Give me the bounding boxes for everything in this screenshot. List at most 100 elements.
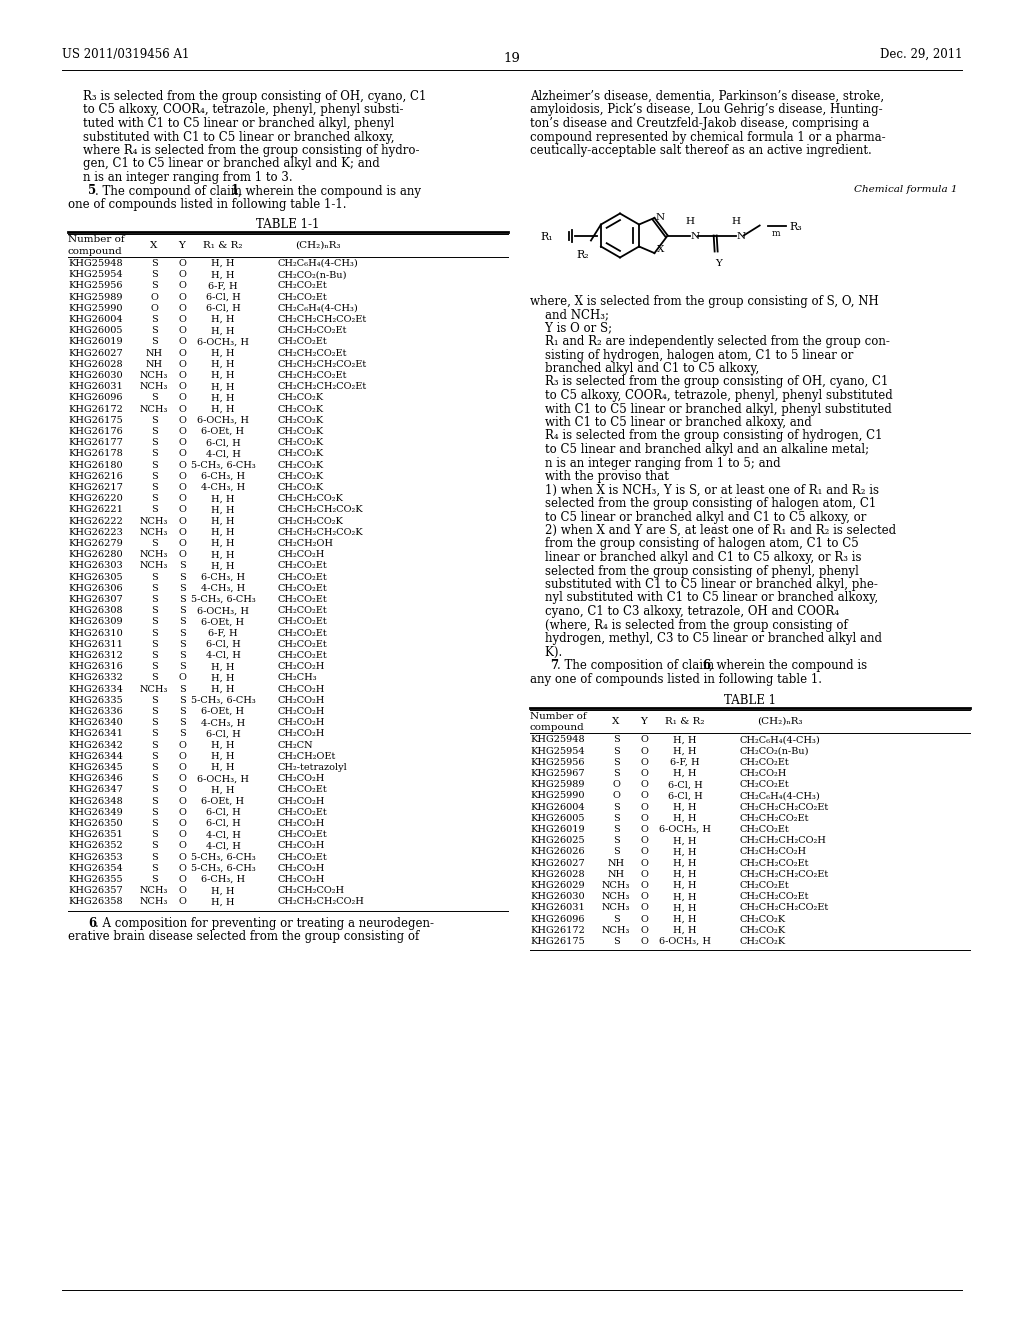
Text: S: S	[151, 775, 158, 783]
Text: where R₄ is selected from the group consisting of hydro-: where R₄ is selected from the group cons…	[68, 144, 420, 157]
Text: O: O	[640, 747, 648, 755]
Text: N: N	[655, 213, 665, 222]
Text: NCH₃: NCH₃	[602, 882, 630, 890]
Text: H, H: H, H	[673, 735, 696, 744]
Text: S: S	[612, 758, 620, 767]
Text: H, H: H, H	[211, 741, 234, 750]
Text: NCH₃: NCH₃	[140, 550, 168, 560]
Text: S: S	[612, 747, 620, 755]
Text: 6-Cl, H: 6-Cl, H	[206, 730, 241, 738]
Text: US 2011/0319456 A1: US 2011/0319456 A1	[62, 48, 189, 61]
Text: O: O	[178, 494, 186, 503]
Text: CH₂CH₂CO₂H: CH₂CH₂CO₂H	[278, 886, 345, 895]
Text: KHG26172: KHG26172	[68, 405, 123, 413]
Text: R₁ & R₂: R₁ & R₂	[203, 240, 243, 249]
Text: CH₂C₆H₄(4-CH₃): CH₂C₆H₄(4-CH₃)	[740, 735, 821, 744]
Text: O: O	[640, 792, 648, 800]
Text: O: O	[178, 360, 186, 368]
Text: S: S	[151, 338, 158, 346]
Text: KHG26336: KHG26336	[68, 708, 123, 715]
Text: 6-Cl, H: 6-Cl, H	[668, 780, 702, 789]
Text: 6-OCH₃, H: 6-OCH₃, H	[197, 416, 249, 425]
Text: 4-CH₃, H: 4-CH₃, H	[201, 583, 245, 593]
Text: CH₂CO₂H: CH₂CO₂H	[278, 818, 326, 828]
Text: S: S	[151, 730, 158, 738]
Text: n is an integer ranging from 1 to 3.: n is an integer ranging from 1 to 3.	[68, 172, 293, 183]
Text: N: N	[690, 232, 699, 242]
Text: linear or branched alkyl and C1 to C5 alkoxy, or R₃ is: linear or branched alkyl and C1 to C5 al…	[530, 550, 861, 564]
Text: CH₂C₆H₄(4-CH₃): CH₂C₆H₄(4-CH₃)	[278, 259, 358, 268]
Text: O: O	[178, 438, 186, 447]
Text: S: S	[612, 837, 620, 845]
Text: to C5 linear and branched alkyl and an alkaline metal;: to C5 linear and branched alkyl and an a…	[530, 444, 869, 455]
Text: Y: Y	[716, 259, 723, 268]
Text: 6-F, H: 6-F, H	[208, 281, 238, 290]
Text: CH₂CN: CH₂CN	[278, 741, 313, 750]
Text: O: O	[640, 837, 648, 845]
Text: 4-CH₃, H: 4-CH₃, H	[201, 483, 245, 492]
Text: KHG26005: KHG26005	[530, 814, 585, 822]
Text: CH₂CO₂H: CH₂CO₂H	[278, 863, 326, 873]
Text: S: S	[151, 863, 158, 873]
Text: KHG26028: KHG26028	[530, 870, 585, 879]
Text: 6-Cl, H: 6-Cl, H	[206, 438, 241, 447]
Text: compound represented by chemical formula 1 or a pharma-: compound represented by chemical formula…	[530, 131, 886, 144]
Text: O: O	[151, 293, 158, 301]
Text: S: S	[151, 752, 158, 760]
Text: 6-OCH₃, H: 6-OCH₃, H	[197, 606, 249, 615]
Text: NCH₃: NCH₃	[140, 405, 168, 413]
Text: KHG26279: KHG26279	[68, 539, 123, 548]
Text: H, H: H, H	[211, 663, 234, 671]
Text: O: O	[178, 259, 186, 268]
Text: O: O	[178, 898, 186, 907]
Text: CH₂CH₂CO₂K: CH₂CH₂CO₂K	[278, 516, 344, 525]
Text: CH₂CO₂H: CH₂CO₂H	[278, 796, 326, 805]
Text: CH₂CO₂H: CH₂CO₂H	[278, 708, 326, 715]
Text: ton’s disease and Creutzfeld-Jakob disease, comprising a: ton’s disease and Creutzfeld-Jakob disea…	[530, 117, 869, 129]
Text: R₃ is selected from the group consisting of OH, cyano, C1: R₃ is selected from the group consisting…	[530, 375, 889, 388]
Text: X: X	[612, 717, 620, 726]
Text: 7: 7	[550, 659, 558, 672]
Text: CH₂CH₂OH: CH₂CH₂OH	[278, 539, 334, 548]
Text: H, H: H, H	[211, 494, 234, 503]
Text: H, H: H, H	[211, 371, 234, 380]
Text: 4-Cl, H: 4-Cl, H	[206, 830, 241, 840]
Text: one of compounds listed in following table 1-1.: one of compounds listed in following tab…	[68, 198, 346, 211]
Text: R₃ is selected from the group consisting of OH, cyano, C1: R₃ is selected from the group consisting…	[68, 90, 426, 103]
Text: CH₂CH₂CO₂K: CH₂CH₂CO₂K	[278, 494, 344, 503]
Text: CH₂CO₂K: CH₂CO₂K	[278, 461, 325, 470]
Text: O: O	[178, 785, 186, 795]
Text: (where, R₄ is selected from the group consisting of: (where, R₄ is selected from the group co…	[530, 619, 848, 631]
Text: O: O	[178, 818, 186, 828]
Text: KHG26334: KHG26334	[68, 685, 123, 693]
Text: Number of: Number of	[530, 711, 587, 721]
Text: NCH₃: NCH₃	[140, 886, 168, 895]
Text: CH₂CO₂Et: CH₂CO₂Et	[740, 825, 790, 834]
Text: KHG26357: KHG26357	[68, 886, 123, 895]
Text: O: O	[640, 925, 648, 935]
Text: CH₂CO₂Et: CH₂CO₂Et	[278, 338, 328, 346]
Text: H, H: H, H	[211, 561, 234, 570]
Text: 6-F, H: 6-F, H	[208, 628, 238, 638]
Text: KHG26352: KHG26352	[68, 841, 123, 850]
Text: R₁ and R₂ are independently selected from the group con-: R₁ and R₂ are independently selected fro…	[530, 335, 890, 348]
Text: KHG26220: KHG26220	[68, 494, 123, 503]
Text: 6-Cl, H: 6-Cl, H	[206, 293, 241, 301]
Text: from the group consisting of halogen atom, C1 to C5: from the group consisting of halogen ato…	[530, 537, 859, 550]
Text: O: O	[640, 937, 648, 946]
Text: NCH₃: NCH₃	[602, 925, 630, 935]
Text: O: O	[640, 814, 648, 822]
Text: to C5 alkoxy, COOR₄, tetrazole, phenyl, phenyl substi-: to C5 alkoxy, COOR₄, tetrazole, phenyl, …	[68, 103, 403, 116]
Text: S: S	[151, 718, 158, 727]
Text: S: S	[151, 416, 158, 425]
Text: NH: NH	[607, 859, 625, 867]
Text: 6-OCH₃, H: 6-OCH₃, H	[659, 937, 711, 946]
Text: CH₂C₆H₄(4-CH₃): CH₂C₆H₄(4-CH₃)	[278, 304, 358, 313]
Text: CH₂CH₂CH₂CO₂H: CH₂CH₂CH₂CO₂H	[740, 837, 826, 845]
Text: Number of: Number of	[68, 235, 125, 244]
Text: O: O	[178, 338, 186, 346]
Text: H, H: H, H	[211, 550, 234, 560]
Text: H, H: H, H	[673, 925, 696, 935]
Text: CH₂CO₂Et: CH₂CO₂Et	[278, 573, 328, 582]
Text: 1) when X is NCH₃, Y is S, or at least one of R₁ and R₂ is: 1) when X is NCH₃, Y is S, or at least o…	[530, 483, 879, 496]
